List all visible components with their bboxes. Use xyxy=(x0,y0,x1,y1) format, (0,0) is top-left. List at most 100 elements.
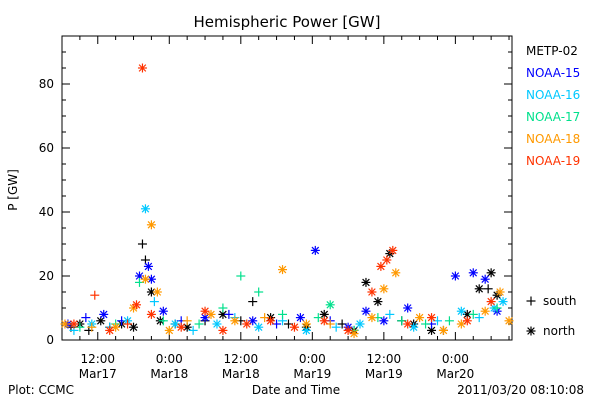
data-point-noaa-18 xyxy=(206,309,216,319)
data-point-noaa-19 xyxy=(218,325,228,335)
marker-legend-symbol-south xyxy=(526,296,536,306)
x-tick-label-time: 0:00 xyxy=(442,352,469,366)
data-point-noaa-19 xyxy=(486,297,496,307)
data-point-metp-02 xyxy=(361,277,371,287)
plot-frame xyxy=(61,35,513,341)
data-point-noaa-17 xyxy=(468,309,478,319)
data-point-noaa-18 xyxy=(164,325,174,335)
data-point-noaa-19 xyxy=(123,319,133,329)
data-point-noaa-17 xyxy=(278,309,288,319)
data-point-noaa-18 xyxy=(60,319,70,329)
data-point-noaa-18 xyxy=(182,316,192,326)
data-point-noaa-17 xyxy=(236,271,246,281)
data-point-noaa-16 xyxy=(456,306,466,316)
x-tick-label-time: 12:00 xyxy=(80,352,115,366)
data-point-noaa-19 xyxy=(462,316,472,326)
marker-legend-label-south: south xyxy=(543,294,577,308)
data-point-noaa-19 xyxy=(105,325,115,335)
y-axis-label: P [GW] xyxy=(6,169,20,211)
data-point-noaa-19 xyxy=(289,322,299,332)
data-point-noaa-17 xyxy=(325,300,335,310)
data-point-noaa-18 xyxy=(140,274,150,284)
data-point-noaa-19 xyxy=(376,261,386,271)
data-point-noaa-15 xyxy=(295,313,305,323)
data-point-noaa-16 xyxy=(188,325,198,335)
data-point-noaa-18 xyxy=(111,322,121,332)
x-tick-label-date: Mar18 xyxy=(222,367,260,381)
data-point-noaa-18 xyxy=(438,325,448,335)
data-point-noaa-19 xyxy=(132,300,142,310)
data-point-noaa-18 xyxy=(301,319,311,329)
x-tick-label-date: Mar19 xyxy=(293,367,331,381)
x-tick-label-date: Mar18 xyxy=(150,367,188,381)
data-point-noaa-15 xyxy=(248,316,258,326)
data-point-noaa-18 xyxy=(367,313,377,323)
data-point-noaa-19 xyxy=(343,325,353,335)
data-point-noaa-15 xyxy=(379,316,389,326)
data-point-noaa-18 xyxy=(480,306,490,316)
marker-legend-symbol-north xyxy=(526,326,536,336)
data-point-noaa-17 xyxy=(254,287,264,297)
data-point-metp-02 xyxy=(146,287,156,297)
x-tick-label-date: Mar20 xyxy=(436,367,474,381)
data-point-noaa-19 xyxy=(427,313,437,323)
axes: 02040608012:00Mar170:00Mar1812:00Mar180:… xyxy=(39,35,513,381)
x-tick-label-date: Mar17 xyxy=(79,367,117,381)
data-point-noaa-16 xyxy=(254,322,264,332)
data-point-noaa-18 xyxy=(415,313,425,323)
y-tick-label: 60 xyxy=(39,141,54,155)
data-point-noaa-18 xyxy=(230,316,240,326)
x-axis-label: Date and Time xyxy=(252,383,340,397)
y-tick-label: 80 xyxy=(39,77,54,91)
data-point-metp-02 xyxy=(218,309,228,319)
chart-title: Hemispheric Power [GW] xyxy=(194,13,381,31)
data-point-noaa-17 xyxy=(158,316,168,326)
data-point-metp-02 xyxy=(486,268,496,278)
data-point-noaa-15 xyxy=(143,261,153,271)
data-point-noaa-19 xyxy=(403,319,413,329)
data-point-noaa-19 xyxy=(69,319,79,329)
data-point-noaa-18 xyxy=(495,287,505,297)
data-point-noaa-19 xyxy=(90,290,100,300)
data-point-noaa-17 xyxy=(194,319,204,329)
data-point-noaa-17 xyxy=(218,303,228,313)
data-point-noaa-15 xyxy=(468,268,478,278)
x-tick-label-time: 12:00 xyxy=(224,352,259,366)
legend: METP-02 NOAA-15 NOAA-16 NOAA-17 NOAA-18 NOAA-… xyxy=(526,44,580,168)
data-point-noaa-18 xyxy=(152,287,162,297)
data-point-noaa-16 xyxy=(212,319,222,329)
data-point-noaa-16 xyxy=(140,204,150,214)
data-point-noaa-19 xyxy=(367,287,377,297)
legend-item-noaa-15: NOAA-15 xyxy=(526,66,580,80)
data-point-noaa-15 xyxy=(224,309,234,319)
data-point-noaa-15 xyxy=(450,271,460,281)
data-point-noaa-16 xyxy=(355,319,365,329)
data-point-noaa-19 xyxy=(176,322,186,332)
data-point-noaa-19 xyxy=(266,316,276,326)
data-point-metp-02 xyxy=(129,322,139,332)
data-point-metp-02 xyxy=(248,297,258,307)
data-point-noaa-15 xyxy=(361,306,371,316)
y-tick-label: 0 xyxy=(46,333,54,347)
data-point-noaa-16 xyxy=(385,309,395,319)
data-point-noaa-15 xyxy=(99,309,109,319)
legend-item-noaa-18: NOAA-18 xyxy=(526,132,580,146)
data-point-noaa-17 xyxy=(421,319,431,329)
data-point-noaa-16 xyxy=(149,297,159,307)
data-point-noaa-18 xyxy=(87,322,97,332)
data-point-metp-02 xyxy=(483,284,493,294)
data-point-noaa-18 xyxy=(146,220,156,230)
data-point-noaa-16 xyxy=(474,313,484,323)
data-point-metp-02 xyxy=(319,309,329,319)
legend-item-noaa-17: NOAA-17 xyxy=(526,110,580,124)
data-point-noaa-18 xyxy=(391,268,401,278)
legend-item-metp-02: METP-02 xyxy=(526,44,578,58)
data-point-noaa-19 xyxy=(382,255,392,265)
data-point-noaa-19 xyxy=(137,63,147,73)
data-point-noaa-15 xyxy=(480,274,490,284)
data-point-noaa-18 xyxy=(504,316,514,326)
data-point-noaa-17 xyxy=(492,303,502,313)
marker-legend: south north xyxy=(526,294,577,338)
x-tick-label-time: 12:00 xyxy=(367,352,402,366)
